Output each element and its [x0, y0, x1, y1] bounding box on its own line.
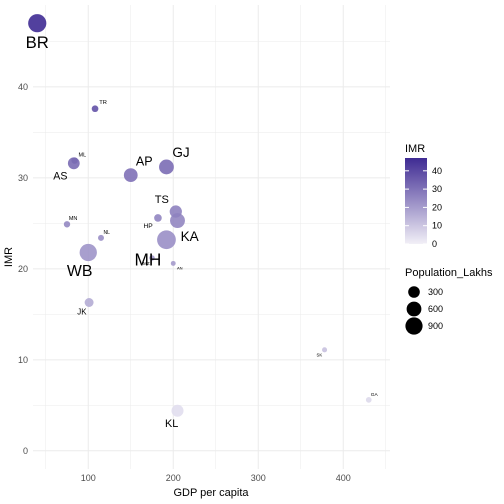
point-nl: [98, 234, 104, 241]
point-label: AN: [177, 266, 183, 271]
point-label: BR: [26, 33, 49, 52]
color-legend-label: 0: [432, 239, 437, 249]
point-tr: [91, 105, 99, 113]
point-mz: [149, 255, 155, 261]
color-legend-label: 10: [432, 221, 442, 231]
point-label: JK: [77, 307, 87, 316]
points-layer: [28, 14, 372, 417]
legend: IMR 0 10 20 30 40 Population_Lakhs 300 600 900: [405, 143, 493, 335]
point-label: KL: [165, 418, 178, 430]
point-label: SK: [317, 352, 323, 357]
point-jk: [84, 298, 94, 307]
x-tick-label: 200: [166, 473, 181, 483]
y-tick-label: 30: [18, 173, 28, 183]
point-an: [170, 260, 176, 266]
y-tick-label: 20: [18, 264, 28, 274]
point-ts: [169, 205, 182, 218]
plot-panel: [33, 5, 390, 469]
point-label: GJ: [172, 145, 189, 160]
point-label: TS: [155, 194, 169, 206]
x-tick-label: 300: [251, 473, 266, 483]
y-tick-label: 40: [18, 82, 28, 92]
color-legend-label: 20: [432, 202, 442, 212]
point-label: MZ: [143, 261, 150, 266]
point-label: AS: [53, 170, 67, 182]
point-mn: [63, 221, 71, 228]
color-legend-label: 40: [432, 166, 442, 176]
point-label: MN: [69, 216, 78, 222]
point-ga: [365, 397, 372, 403]
point-br: [28, 14, 47, 33]
size-legend-label: 300: [428, 287, 443, 297]
point-ml: [71, 157, 78, 164]
color-legend-bar: [405, 158, 427, 244]
size-legend-label: 900: [428, 321, 443, 331]
point-kl: [171, 404, 184, 417]
size-legend-label: 600: [428, 304, 443, 314]
axes: 100 200 300 400 0 10 20 30 40: [18, 82, 351, 483]
y-tick-label: 10: [18, 355, 28, 365]
point-label: MH: [135, 250, 162, 270]
color-legend-title: IMR: [405, 143, 425, 155]
point-label: KA: [181, 229, 200, 244]
size-legend-title: Population_Lakhs: [405, 267, 493, 279]
point-sk: [322, 347, 328, 353]
size-legend-key: [406, 301, 422, 317]
point-ap: [123, 168, 138, 183]
point-hp: [154, 214, 162, 222]
x-axis-title: GDP per capita: [173, 487, 249, 499]
x-tick-label: 400: [336, 473, 351, 483]
size-legend-keys: 300 600 900: [405, 286, 443, 335]
point-label: HP: [143, 223, 153, 230]
point-label: ML: [79, 152, 87, 158]
size-legend-key: [408, 286, 420, 298]
point-wb: [79, 243, 97, 262]
color-legend-ticks: 0 10 20 30 40: [405, 166, 442, 249]
point-label: NL: [103, 230, 110, 236]
y-axis-title: IMR: [3, 247, 15, 267]
point-label: GA: [371, 392, 379, 398]
point-label: TR: [99, 100, 107, 106]
size-legend-key: [405, 317, 423, 335]
y-tick-label: 0: [23, 446, 28, 456]
point-mh: [157, 230, 176, 250]
point-label: WB: [67, 263, 93, 280]
x-tick-label: 100: [81, 473, 96, 483]
color-legend-label: 30: [432, 184, 442, 194]
point-gj: [159, 159, 174, 175]
point-label: AP: [136, 155, 153, 169]
